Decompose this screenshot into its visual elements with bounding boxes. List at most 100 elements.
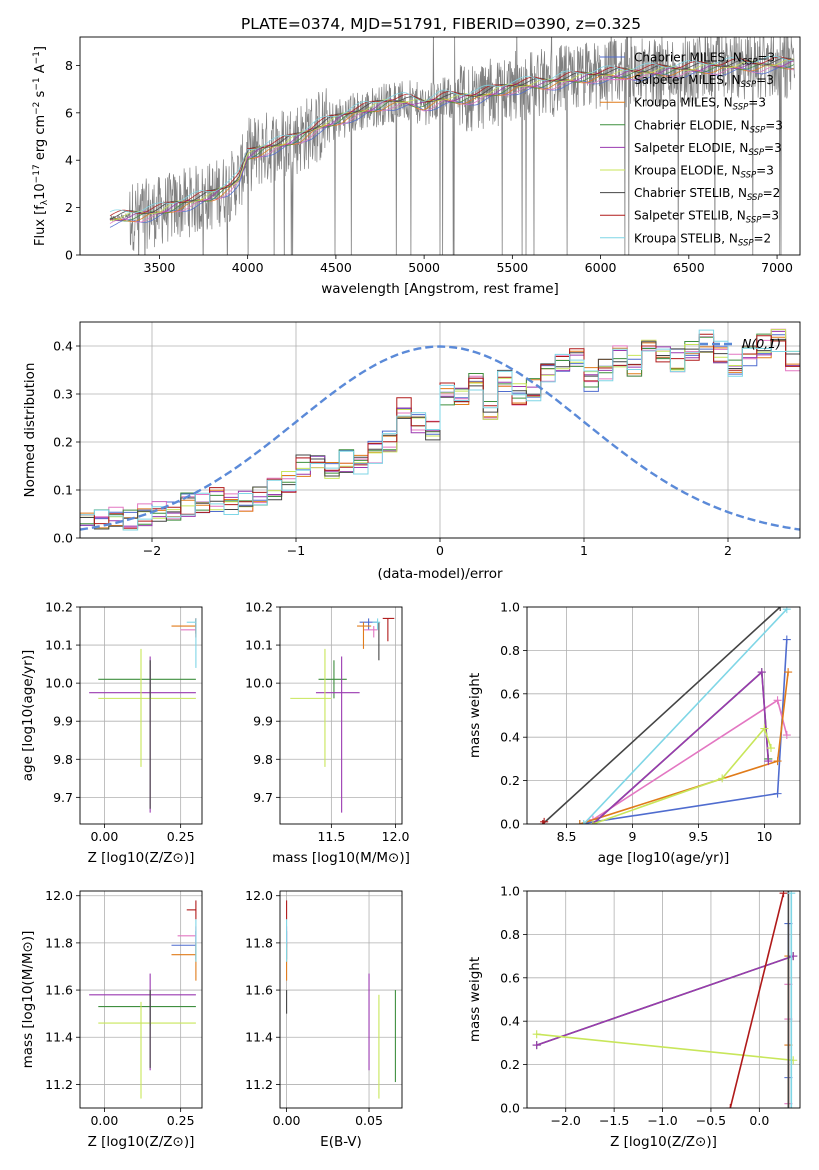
mass-weight-marker [766, 744, 775, 753]
x-tick-label: 4500 [320, 260, 352, 275]
mass-weight-marker [764, 757, 773, 766]
histogram-step [80, 333, 800, 525]
mass-weight-marker [784, 1104, 793, 1108]
y-label-sup: −2 [32, 102, 42, 115]
legend-sub: SSP [746, 216, 762, 226]
x-tick-label: 12.0 [382, 829, 410, 844]
x-tick-label: 10 [756, 829, 772, 844]
mass-weight-marker [787, 1104, 796, 1108]
y-label-sup: −17 [32, 164, 42, 183]
y-label-sup: −1 [32, 77, 42, 90]
y-tick-label: 0.4 [500, 1014, 520, 1029]
legend-value: =2 [763, 186, 781, 200]
y-tick-label: 9.7 [253, 790, 273, 805]
mass-weight-marker [532, 1041, 541, 1050]
x-tick-label: −1.5 [599, 1113, 629, 1128]
mass-weight-marker [757, 668, 766, 677]
y-axis-label: age [log10(age/yr)] [20, 650, 36, 782]
x-tick-label: 3500 [144, 260, 176, 275]
x-tick-label: −1 [287, 543, 305, 558]
axes-frame [79, 606, 203, 825]
y-tick-label: 0.1 [53, 483, 73, 498]
mass-weight-marker [779, 891, 788, 898]
x-tick-label: 0.00 [90, 829, 118, 844]
mass-weight-marker [789, 952, 798, 961]
axes-frame [279, 890, 403, 1109]
legend-value: =3 [761, 209, 779, 223]
y-axis-label: mass weight [467, 957, 483, 1042]
mass-weight-marker [782, 635, 791, 644]
y-tick-label: 11.2 [45, 1077, 73, 1092]
legend-sub: SSP [741, 80, 757, 90]
legend-label: Chabrier ELODIE, NSSP=3 [634, 118, 783, 135]
y-tick-label: 11.6 [45, 983, 73, 998]
y-tick-label: 12.0 [245, 888, 273, 903]
y-tick-label: 0.6 [500, 686, 520, 701]
plot-area [286, 900, 396, 1099]
axes-frame [279, 606, 403, 825]
gaussian-curve [80, 345, 800, 531]
histogram-step [80, 333, 800, 529]
y-label-part: erg cm [33, 115, 48, 164]
y-tick-label: 0.0 [500, 817, 520, 832]
figure-title: PLATE=0374, MJD=51791, FIBERID=0390, z=0… [241, 15, 641, 33]
x-axis-label: mass [log10(M/M⊙)] [272, 850, 410, 866]
plot-area [89, 618, 197, 813]
x-tick-label: 0.25 [167, 829, 195, 844]
y-tick-label: 0.4 [53, 339, 73, 354]
axes-frame [79, 890, 203, 1109]
legend-sub: SSP [741, 171, 757, 181]
plot-area [80, 328, 800, 531]
y-tick-label: 2 [65, 200, 73, 215]
x-tick-label: 5500 [496, 260, 528, 275]
legend-label: Kroupa STELIB, NSSP=2 [634, 231, 771, 248]
x-axis-label: (data-model)/error [377, 566, 503, 582]
x-tick-label: 6500 [673, 260, 705, 275]
y-tick-label: 0.2 [500, 773, 520, 788]
legend-label: Salpeter MILES, NSSP=3 [634, 73, 774, 90]
legend-sub: SSP [748, 148, 764, 158]
mass-weight-marker [773, 757, 782, 766]
x-axis-label: Z [log10(Z/Z⊙)] [88, 850, 195, 866]
mass-weight-line [592, 670, 770, 824]
mass-weight-marker [760, 724, 769, 733]
y-tick-label: 0 [65, 248, 73, 263]
mass-weight-line [729, 893, 785, 1108]
y-axis-label: Normed distribution [22, 363, 38, 498]
mass-weight-line [583, 608, 788, 824]
legend-label: Kroupa ELODIE, NSSP=3 [634, 164, 774, 181]
y-tick-label: 0.4 [500, 730, 520, 745]
mass-weight-line [542, 607, 781, 824]
y-label-sub: λ [40, 199, 50, 205]
mass-weight-marker [787, 891, 796, 898]
mass-weight-marker [784, 668, 793, 677]
y-tick-label: 6 [65, 105, 73, 120]
mass-weight-marker [718, 774, 727, 783]
mass-weight-marker [789, 1056, 798, 1065]
legend-sub: SSP [742, 58, 758, 68]
y-tick-label: 0.6 [500, 970, 520, 985]
x-tick-label: 8.5 [557, 829, 577, 844]
x-tick-label: 0 [436, 543, 444, 558]
model-spectrum-line [109, 55, 795, 214]
y-label-part: 10 [33, 183, 48, 200]
y-tick-label: 10.1 [45, 638, 73, 653]
model-spectrum-line [109, 56, 795, 217]
x-axis-label: Z [log10(Z/Z⊙)] [88, 1134, 195, 1150]
legend-value: =3 [764, 141, 782, 155]
mass-vs-metallicity-panel: 0.00 0.25 11.2 11.4 11.6 11.8 12.0 Z [log10(Z/Z… [20, 888, 203, 1150]
legend-value: =3 [765, 118, 783, 132]
residual-histogram-panel: −2 −1 0 1 2 0.0 0.1 0.2 0.3 0.4 (data-model)/error… [22, 321, 801, 582]
mass-weight-marker [579, 820, 588, 824]
x-tick-label: 9.5 [689, 829, 709, 844]
x-axis-label: age [log10(age/yr)] [598, 850, 730, 866]
y-tick-label: 11.8 [45, 935, 73, 950]
y-tick-label: 9.8 [53, 752, 73, 767]
mass-weight-marker [540, 817, 549, 824]
y-tick-label: 0.8 [500, 643, 520, 658]
legend-sub: SSP [738, 238, 754, 248]
y-tick-label: 1.0 [500, 884, 520, 899]
plot-area [538, 607, 793, 824]
x-tick-label: 6000 [585, 260, 617, 275]
